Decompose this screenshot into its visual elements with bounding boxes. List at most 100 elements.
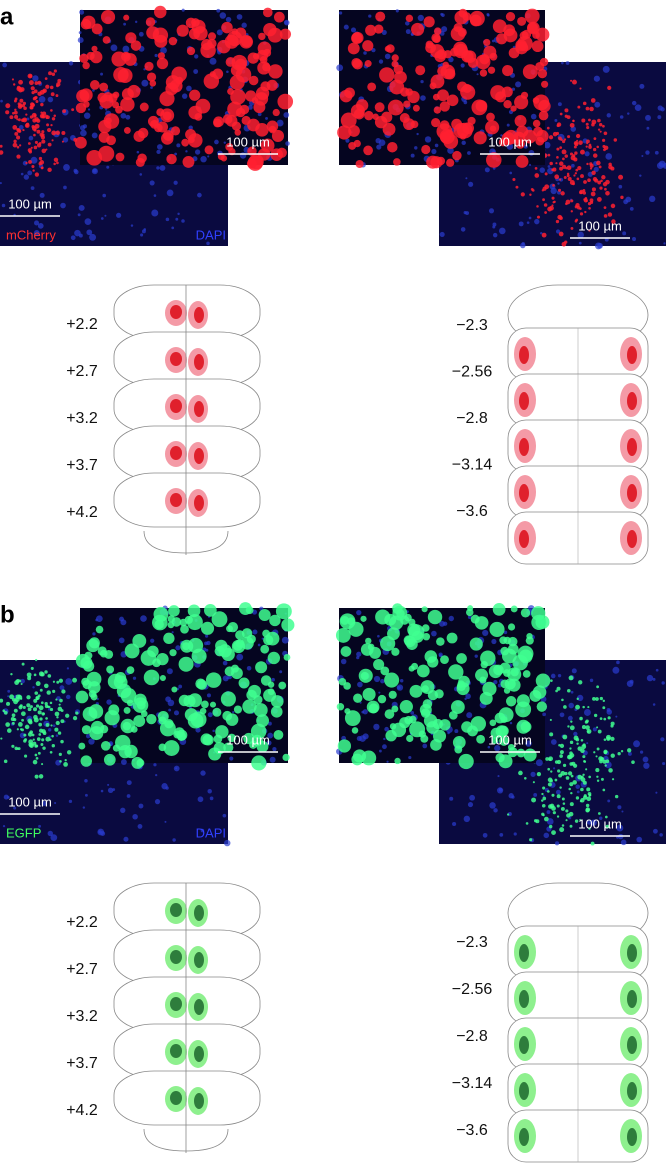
labeled-cell [53, 114, 57, 117]
labeled-cell [34, 744, 38, 748]
labeled-cell [515, 185, 519, 189]
dapi-nucleus [546, 810, 551, 814]
dapi-nucleus [424, 136, 432, 143]
dapi-nucleus [633, 740, 641, 748]
labeled-cell [563, 705, 567, 709]
labeled-cell [103, 753, 116, 766]
labeled-cell [281, 618, 295, 632]
labeled-cell [434, 689, 444, 699]
labeled-cell [422, 699, 433, 709]
labeled-cell [574, 151, 578, 155]
brain-section [113, 882, 261, 938]
dapi-nucleus [361, 710, 365, 714]
dapi-nucleus [627, 751, 632, 756]
dapi-nucleus [122, 45, 130, 53]
dapi-nucleus [356, 655, 360, 660]
labeled-cell [479, 676, 487, 684]
labeled-cell [583, 759, 586, 763]
labeled-cell [229, 74, 245, 90]
labeled-cell [565, 809, 569, 813]
labeled-cell [374, 24, 384, 34]
labeled-cell [253, 695, 263, 705]
spread-core [519, 392, 529, 410]
labeled-cell [145, 17, 156, 27]
dapi-nucleus [132, 676, 137, 680]
labeled-cell [55, 94, 59, 97]
dapi-nucleus [607, 799, 611, 803]
dapi-nucleus [39, 192, 45, 198]
labeled-cell [542, 198, 545, 202]
labeled-cell [605, 824, 610, 829]
labeled-cell [598, 165, 602, 169]
spread-core [519, 944, 529, 962]
dapi-nucleus [48, 728, 52, 732]
dapi-nucleus [120, 112, 127, 119]
labeled-cell [581, 725, 586, 730]
dapi-nucleus [118, 637, 125, 644]
labeled-cell [17, 118, 21, 122]
dapi-nucleus [165, 217, 170, 222]
labeled-cell [27, 676, 32, 681]
labeled-cell [63, 762, 68, 767]
labeled-cell [246, 158, 257, 169]
dapi-nucleus [439, 620, 446, 627]
dapi-nucleus [47, 830, 53, 837]
dapi-nucleus [120, 619, 127, 626]
labeled-cell [338, 677, 347, 686]
labeled-cell [579, 212, 584, 216]
dapi-nucleus [657, 115, 662, 120]
labeled-cell [40, 166, 44, 170]
labeled-cell [204, 604, 217, 617]
dapi-nucleus [168, 708, 172, 712]
dapi-nucleus [214, 139, 219, 145]
labeled-cell [19, 144, 22, 147]
labeled-cell [344, 710, 361, 727]
dapi-nucleus [543, 141, 551, 149]
dapi-nucleus [336, 64, 344, 72]
labeled-cell [276, 147, 287, 158]
dapi-nucleus [200, 155, 207, 163]
labeled-cell [541, 232, 547, 238]
labeled-cell [162, 130, 174, 141]
labeled-cell [46, 690, 51, 695]
dapi-nucleus [246, 665, 252, 671]
labeled-cell [432, 729, 447, 743]
dapi-nucleus [655, 791, 658, 794]
labeled-cell [60, 719, 65, 724]
dapi-nucleus [571, 668, 577, 674]
labeled-cell [364, 60, 372, 68]
labeled-cell [24, 754, 28, 758]
labeled-cell [31, 165, 35, 169]
labeled-cell [33, 89, 38, 94]
dapi-nucleus [123, 836, 129, 842]
labeled-cell [100, 740, 111, 751]
dapi-nucleus [100, 217, 104, 220]
dapi-nucleus [528, 149, 535, 156]
dapi-nucleus [643, 762, 650, 769]
labeled-cell [262, 7, 273, 18]
scale-bar-label: 100 µm [226, 134, 270, 149]
labeled-cell [559, 161, 564, 166]
dapi-nucleus [6, 796, 10, 799]
spread-core [519, 1128, 529, 1146]
dapi-nucleus [206, 693, 211, 698]
dapi-nucleus [20, 678, 25, 684]
labeled-cell [459, 133, 467, 140]
labeled-cell [603, 749, 608, 754]
labeled-cell [567, 771, 573, 776]
labeled-cell [526, 633, 533, 640]
labeled-cell [569, 747, 572, 750]
labeled-cell [45, 722, 50, 727]
labeled-cell [40, 135, 46, 140]
labeled-cell [36, 118, 41, 123]
labeled-cell [23, 733, 27, 737]
labeled-cell [130, 40, 142, 51]
dapi-nucleus [78, 31, 82, 35]
dapi-nucleus [525, 740, 532, 747]
labeled-cell [131, 756, 144, 769]
labeled-cell [514, 115, 527, 127]
dapi-nucleus [138, 31, 144, 37]
dapi-nucleus [33, 230, 40, 236]
labeled-cell [597, 118, 601, 123]
dapi-nucleus [209, 796, 214, 801]
